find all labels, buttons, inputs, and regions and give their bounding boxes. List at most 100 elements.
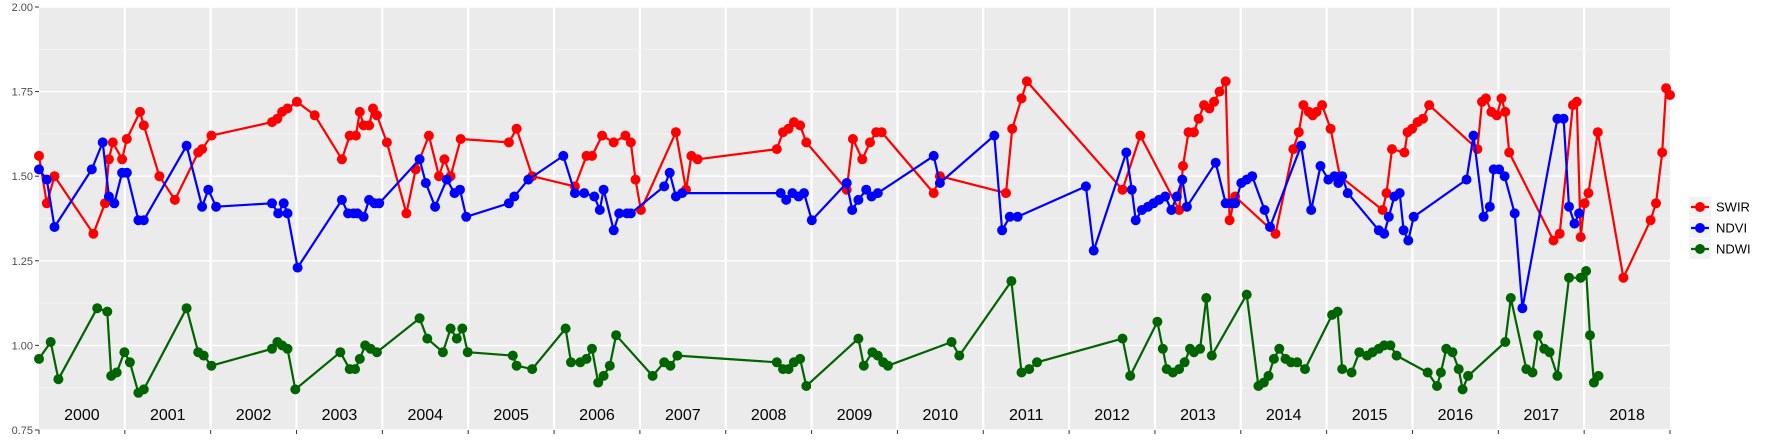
y-tick-label: 1.75 [12,87,33,99]
data-point-swir [169,194,180,205]
data-point-swir [692,154,703,165]
data-point-swir [1220,76,1231,87]
data-point-swir [364,120,375,131]
data-point-ndvi [569,188,580,199]
data-point-ndwi [1337,364,1348,375]
data-point-swir [625,137,636,148]
data-point-swir [1117,184,1128,195]
data-point-ndwi [566,357,576,368]
data-point-ndvi [181,140,192,151]
data-point-swir [336,154,347,165]
data-point-ndwi [1385,340,1396,351]
data-point-ndvi [1468,130,1479,141]
data-point-swir [1270,228,1281,239]
data-point-swir [1377,205,1388,215]
data-point-swir [503,137,514,148]
data-point-ndvi [1265,222,1275,232]
data-point-ndwi [771,357,782,368]
data-point-swir [865,137,875,148]
data-point-ndwi [282,343,293,354]
data-point-ndwi [946,337,957,347]
data-point-ndwi [1346,367,1357,378]
legend-key-point [1695,223,1705,233]
data-point-swir [1016,93,1027,104]
data-point-ndvi [109,198,120,209]
data-point-ndwi [1552,370,1563,381]
data-point-swir [587,150,597,161]
data-point-ndwi [1274,343,1285,354]
data-point-ndvi [1306,205,1317,215]
data-point-swir [1575,232,1586,243]
data-point-ndvi [799,188,809,199]
data-point-ndvi [1383,211,1394,222]
data-point-ndvi [558,150,569,161]
data-point-ndwi [672,350,683,361]
data-point-ndvi [414,154,425,165]
data-point-swir [928,188,939,199]
year-label: 2017 [1523,407,1559,424]
data-point-ndvi [1394,188,1405,199]
data-point-swir [1135,130,1146,141]
data-point-ndvi [1379,228,1390,239]
data-point-ndwi [1354,347,1365,358]
data-point-ndvi [358,211,369,222]
data-point-ndvi [1484,201,1495,212]
data-point-ndwi [1564,272,1574,283]
y-axis: 0.75 1.00 1.25 1.50 1.75 2.00 [12,2,39,437]
data-point-swir [1007,123,1018,134]
data-point-swir [1592,127,1603,138]
data-point-ndwi [1006,276,1017,287]
data-point-swir [857,154,868,165]
data-point-ndvi [441,174,452,185]
data-point-ndwi [1500,337,1511,347]
data-point-ndvi [589,191,600,202]
data-point-ndwi [647,370,658,381]
year-label: 2000 [64,407,100,424]
year-label: 2008 [751,407,787,424]
data-point-ndvi [1012,211,1023,222]
data-point-ndwi [34,353,44,364]
data-point-swir [1418,113,1428,124]
data-point-ndwi [206,360,217,371]
y-tick-label: 1.25 [12,256,33,268]
legend: SWIR NDVI NDWI [1689,197,1751,259]
data-point-ndvi [1494,164,1505,175]
data-point-swir [608,137,619,148]
data-point-ndvi [594,205,605,215]
data-point-ndwi [1527,367,1538,378]
data-point-ndwi [795,353,806,364]
data-point-ndvi [138,215,149,226]
data-point-swir [1214,86,1225,97]
data-point-ndvi [1080,181,1091,192]
data-point-ndvi [86,164,97,175]
data-point-ndwi [1422,367,1433,378]
data-point-ndvi [1130,215,1141,226]
data-point-ndvi [841,178,852,188]
data-point-swir [771,144,782,155]
data-point-swir [1579,198,1590,209]
data-point-ndvi [1408,211,1419,222]
data-point-ndvi [103,191,114,202]
data-point-ndvi [781,194,792,205]
data-point-ndvi [1517,303,1528,314]
data-point-ndvi [1403,235,1414,246]
data-point-ndvi [1088,245,1099,256]
year-label: 2004 [407,407,443,424]
data-point-ndvi [336,194,347,205]
data-point-ndwi [1453,364,1464,375]
data-point-ndvi [1342,188,1353,199]
data-point-ndwi [198,350,209,361]
data-point-swir [1491,110,1502,121]
data-point-ndwi [1152,316,1163,327]
data-point-swir [1424,100,1435,111]
data-point-ndvi [608,225,619,236]
data-point-swir [1188,127,1199,138]
data-point-swir [511,123,522,134]
data-point-swir [1001,188,1011,199]
data-point-ndwi [581,353,592,364]
data-point-ndvi [1499,171,1510,182]
series-line-ndwi [38,269,1600,394]
data-point-ndwi [102,306,113,317]
data-point-ndwi [511,360,522,371]
year-label: 2012 [1094,407,1130,424]
